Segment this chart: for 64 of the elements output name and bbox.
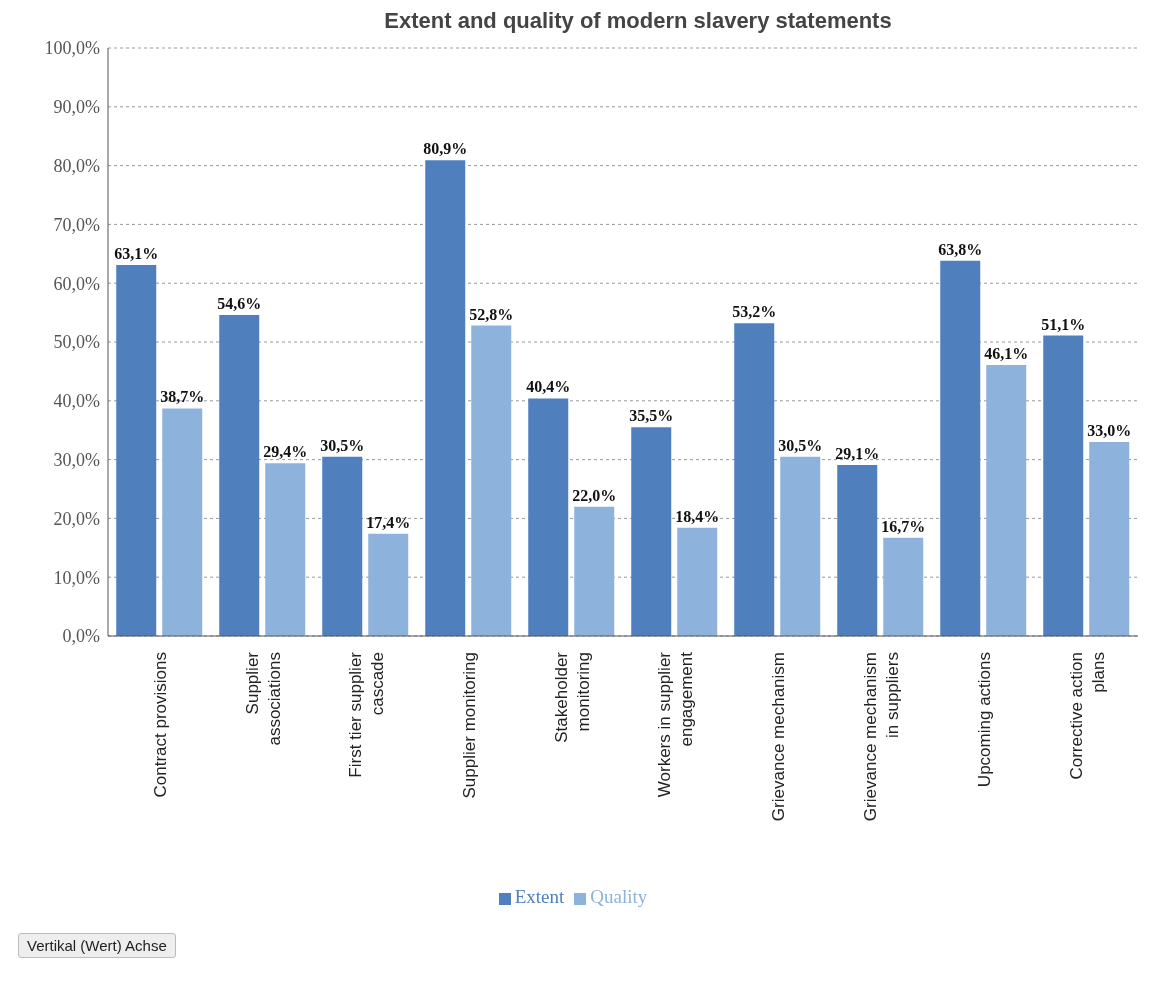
bar	[677, 527, 718, 636]
bar	[528, 398, 569, 636]
bar	[116, 264, 157, 636]
legend-label: Quality	[590, 886, 648, 907]
bar	[940, 260, 981, 636]
y-tick-label: 30,0%	[53, 449, 100, 470]
bar	[883, 537, 924, 636]
y-tick-label: 80,0%	[53, 155, 100, 176]
data-label: 29,1%	[835, 444, 880, 462]
y-tick-label: 40,0%	[53, 391, 100, 412]
bar	[265, 463, 306, 636]
data-label: 35,5%	[629, 407, 674, 425]
data-label: 38,7%	[160, 388, 205, 406]
y-tick-label: 0,0%	[62, 626, 100, 647]
data-label: 40,4%	[526, 378, 571, 396]
y-tick-label: 70,0%	[53, 214, 100, 235]
bar	[837, 464, 878, 636]
data-label: 63,1%	[114, 244, 159, 262]
x-tick-label: Grievance mechanism in suppliers	[860, 652, 902, 822]
data-label: 16,7%	[881, 517, 926, 535]
x-tick-label: First tier supplier cascade	[345, 651, 387, 778]
y-tick-label: 10,0%	[53, 567, 100, 588]
x-tick-label: Supplier monitoring	[459, 652, 479, 799]
x-tick-label: Stakeholder monitoring	[551, 651, 593, 743]
data-label: 53,2%	[732, 303, 777, 321]
bar	[368, 533, 409, 636]
x-tick-label: Upcoming actions	[974, 652, 994, 788]
data-label: 22,0%	[572, 486, 617, 504]
bar	[986, 364, 1027, 636]
bar	[471, 325, 512, 636]
bar	[219, 314, 260, 636]
x-tick-label: Grievance mechanism	[768, 652, 788, 822]
data-label: 46,1%	[984, 344, 1029, 362]
bar	[631, 427, 672, 636]
x-tick-label: Contract provisions	[150, 652, 170, 798]
y-tick-label: 20,0%	[53, 508, 100, 529]
x-tick-label: Corrective action plans	[1066, 652, 1108, 780]
x-tick-label: Supplier associations	[242, 651, 284, 746]
bar	[322, 456, 363, 636]
data-label: 30,5%	[320, 436, 365, 454]
y-tick-label: 60,0%	[53, 273, 100, 294]
y-tick-label: 50,0%	[53, 332, 100, 353]
y-tick-label: 100,0%	[44, 38, 100, 59]
chart-title: Extent and quality of modern slavery statements	[383, 8, 893, 34]
data-label: 29,4%	[263, 443, 308, 461]
bar	[425, 160, 466, 636]
bar	[734, 323, 775, 636]
bar	[574, 506, 615, 636]
y-tick-label: 90,0%	[53, 97, 100, 118]
data-label: 30,5%	[778, 436, 823, 454]
bar	[780, 456, 821, 636]
data-label: 17,4%	[366, 513, 411, 531]
data-label: 52,8%	[469, 305, 514, 323]
bar	[1043, 335, 1084, 636]
bar	[162, 408, 203, 636]
text: Vertikal (Wert) Achse	[18, 933, 176, 958]
data-label: 51,1%	[1041, 315, 1086, 333]
data-label: 33,0%	[1087, 421, 1132, 439]
data-label: 18,4%	[675, 507, 720, 525]
legend-label: Extent	[514, 886, 565, 907]
data-label: 63,8%	[938, 240, 983, 258]
bar	[1089, 441, 1130, 636]
data-label: 80,9%	[423, 140, 468, 158]
data-label: 54,6%	[217, 294, 262, 312]
